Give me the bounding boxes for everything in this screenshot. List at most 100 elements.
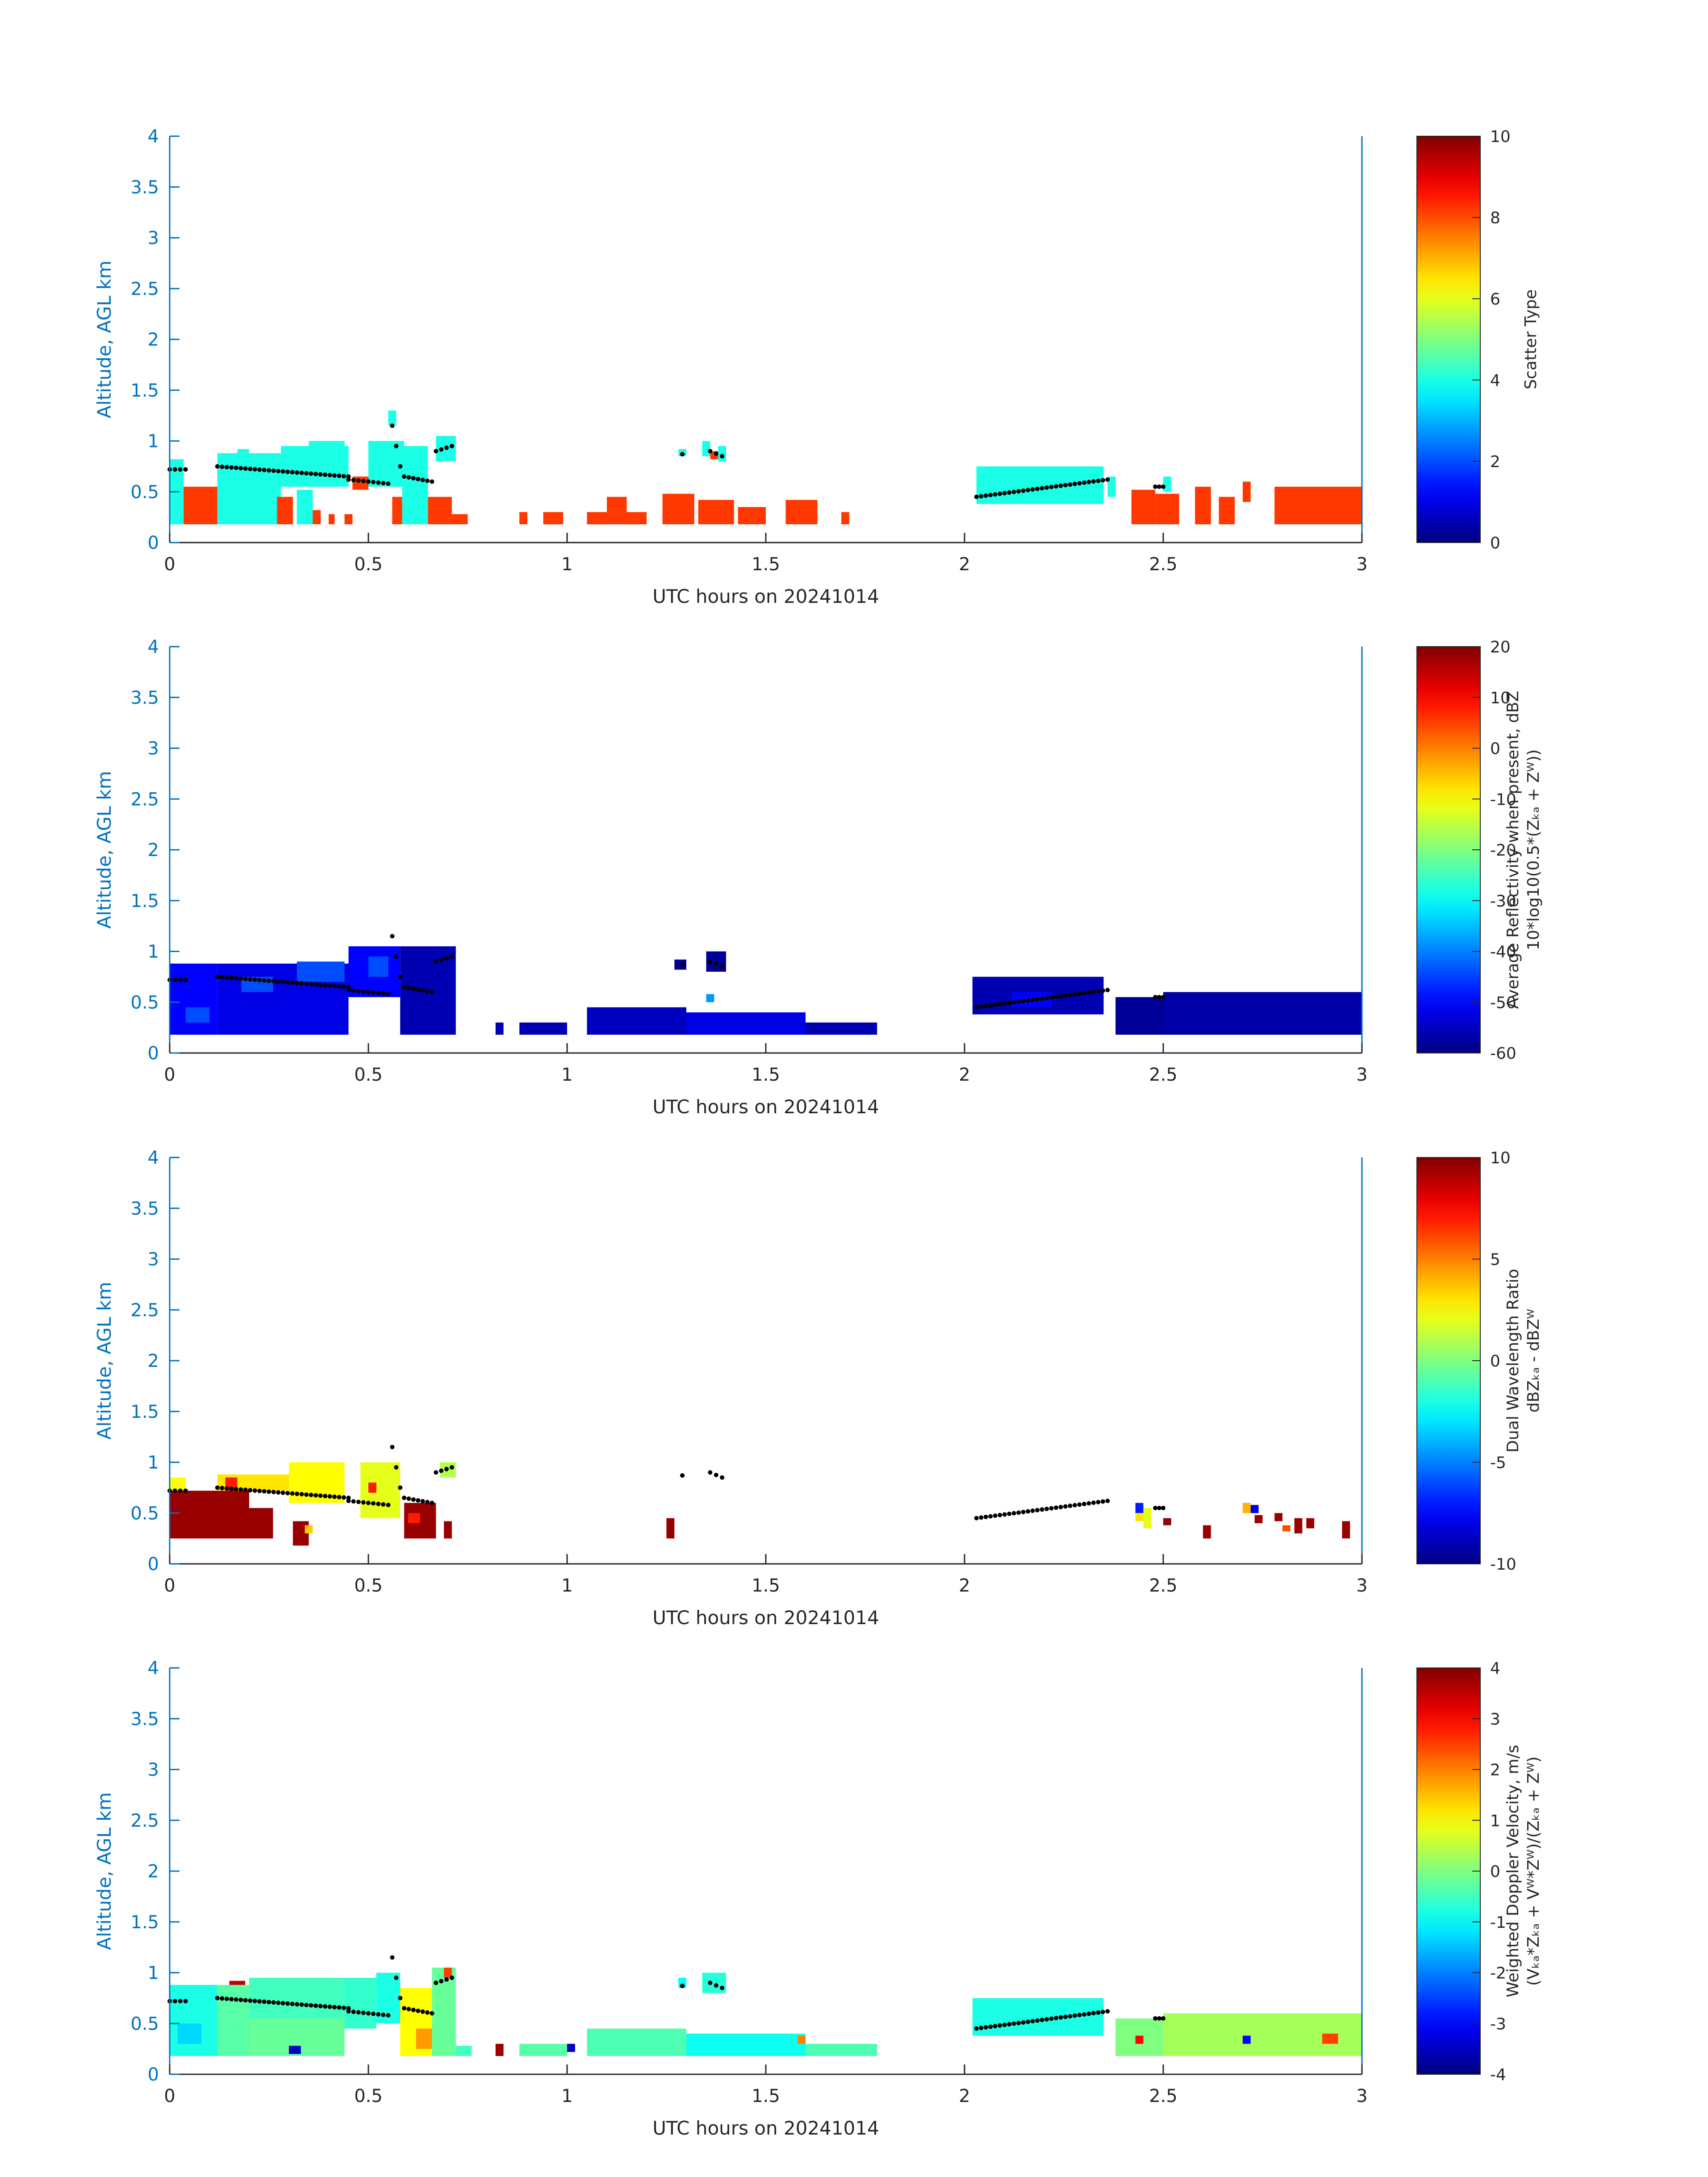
pointer-dot [178, 467, 183, 472]
data-cell [249, 1977, 345, 2018]
pointer-dot [1157, 994, 1162, 999]
y-tick-label: 0.5 [130, 482, 159, 502]
pointer-dot [993, 2024, 998, 2029]
pointer-dot [720, 1985, 725, 1990]
x-tick-label: 3 [1356, 2086, 1367, 2106]
pointer-dot [386, 1503, 391, 1508]
data-cell [1115, 997, 1163, 1035]
pointer-dot [1011, 489, 1016, 494]
pointer-dot [406, 986, 411, 990]
data-cell [543, 512, 564, 525]
pointer-dot [290, 1491, 295, 1496]
pointer-dot [318, 2004, 323, 2009]
pointer-dot [295, 981, 300, 986]
pointer-dot [172, 1488, 177, 1493]
colorbar-label: dBZₖₐ - dBZᵂ [1524, 1309, 1543, 1412]
pointer-dot [1058, 483, 1063, 488]
x-tick-label: 2 [959, 2086, 970, 2106]
data-cell [607, 497, 627, 512]
colorbar-tick-label: 2 [1490, 453, 1500, 471]
pointer-dot [1100, 2010, 1105, 2014]
data-cell [455, 2046, 472, 2056]
pointer-dot [1105, 1498, 1110, 1503]
pointer-dot [1157, 484, 1162, 489]
data-cell [495, 2043, 504, 2056]
pointer-dot [262, 978, 267, 983]
y-tick-label: 3 [148, 1760, 159, 1780]
data-cell [170, 1985, 217, 2056]
pointer-dot [371, 2011, 376, 2016]
panel-3: 0 0.5 1 1.5 2 2.5 3 3.5 4 0 0.5 1 1.5 2 2.5 3 UTC hours … [93, 1148, 1543, 1629]
colorbar-tick-label: -60 [1490, 1045, 1516, 1063]
pointer-dot [1054, 2016, 1059, 2021]
pointer-dot [416, 2008, 421, 2013]
colorbar [1416, 136, 1481, 543]
pointer-dot [398, 464, 403, 469]
pointer-dot [1153, 994, 1158, 999]
pointer-dot [252, 467, 257, 472]
pointer-dot [998, 491, 1002, 496]
pointer-dot [1091, 2011, 1096, 2016]
x-tick-label: 0.5 [354, 554, 383, 575]
data-cell [229, 1981, 246, 1985]
pointer-dot [183, 1999, 188, 2004]
colorbar-label: (Vₖₐ*Zₖₐ + Vᵂ*Zᵂ)/(Zₖₐ + Zᵂ) [1524, 1756, 1543, 1986]
pointer-dot [318, 982, 323, 987]
pointer-dot [411, 2007, 416, 2012]
pointer-dot [680, 452, 685, 457]
data-cell [177, 2023, 202, 2044]
pointer-dot [224, 1997, 229, 2001]
data-cell [1135, 1513, 1144, 1521]
pointer-dot [390, 423, 395, 428]
pointer-dot [1063, 2014, 1068, 2019]
pointer-dot [390, 934, 395, 939]
pointer-dot [295, 2002, 300, 2007]
pointer-dot [337, 2005, 342, 2010]
y-tick-label: 0.5 [130, 992, 159, 1013]
x-tick-label: 2 [959, 1575, 970, 1596]
pointer-dot [1161, 1505, 1165, 1510]
x-tick-label: 0 [164, 2086, 175, 2106]
pointer-dot [183, 1488, 188, 1493]
x-tick-label: 0 [164, 1575, 175, 1596]
pointer-dot [243, 466, 248, 471]
pointer-dot [371, 480, 376, 485]
x-tick-label: 1.5 [752, 554, 780, 575]
pointer-dot [1058, 2015, 1063, 2020]
pointer-dot [708, 1981, 713, 1985]
pointer-dot [1086, 480, 1091, 485]
pointer-dot [299, 2002, 304, 2007]
pointer-dot [1082, 2012, 1086, 2017]
colorbar-label: Scatter Type [1522, 289, 1540, 389]
pointer-dot [993, 1513, 998, 1518]
pointer-dot [988, 493, 993, 497]
y-tick-label: 0.5 [130, 2014, 159, 2034]
pointer-dot [361, 2010, 366, 2015]
pointer-dot [271, 979, 276, 984]
pointer-dot [1063, 993, 1068, 998]
pointer-dot [434, 1981, 438, 1985]
y-tick-label: 2 [148, 330, 159, 350]
data-cell [408, 1513, 420, 1523]
pointer-dot [416, 1498, 421, 1503]
pointer-dot [439, 447, 444, 452]
pointer-dot [332, 983, 337, 988]
pointer-dot [1153, 1505, 1158, 1510]
pointer-dot [1016, 1510, 1021, 1515]
y-tick-label: 0 [148, 1554, 159, 1575]
y-tick-label: 4 [148, 1148, 159, 1168]
pointer-dot [1007, 1000, 1012, 1005]
pointer-dot [252, 977, 257, 982]
pointer-dot [1054, 484, 1059, 489]
pointer-dot [398, 1485, 403, 1490]
pointer-dot [425, 2010, 430, 2015]
pointer-dot [714, 451, 718, 456]
pointer-dot [342, 1495, 347, 1500]
data-cell [296, 961, 345, 982]
data-cell [444, 1968, 452, 1978]
colorbar-tick-label: 3 [1490, 1710, 1500, 1729]
pointer-dot [299, 471, 304, 475]
data-cell [1203, 1525, 1211, 1539]
pointer-dot [248, 977, 253, 982]
data-cell [1243, 2035, 1251, 2044]
